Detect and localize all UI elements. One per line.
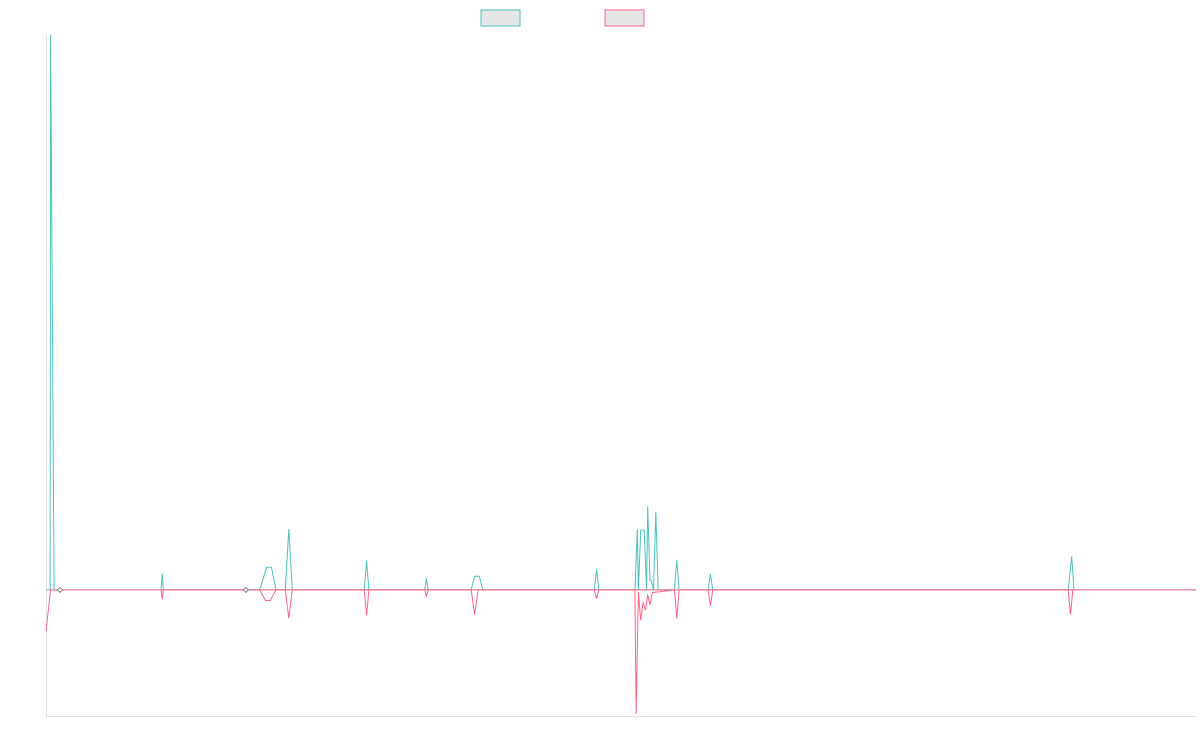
baseline-marker-1 [56, 586, 64, 593]
baseline-marker-2 [242, 586, 249, 593]
legend-swatch-series-1[interactable] [480, 9, 521, 27]
plot-area [45, 34, 1196, 714]
series-1-segment-1 [46, 34, 1196, 591]
series-2-segment-2 [160, 589, 1074, 714]
series-1-segment-2 [160, 506, 1075, 591]
legend[interactable] [480, 9, 645, 27]
legend-swatch-series-2[interactable] [604, 9, 645, 27]
series-2-segment-1 [45, 589, 1196, 632]
